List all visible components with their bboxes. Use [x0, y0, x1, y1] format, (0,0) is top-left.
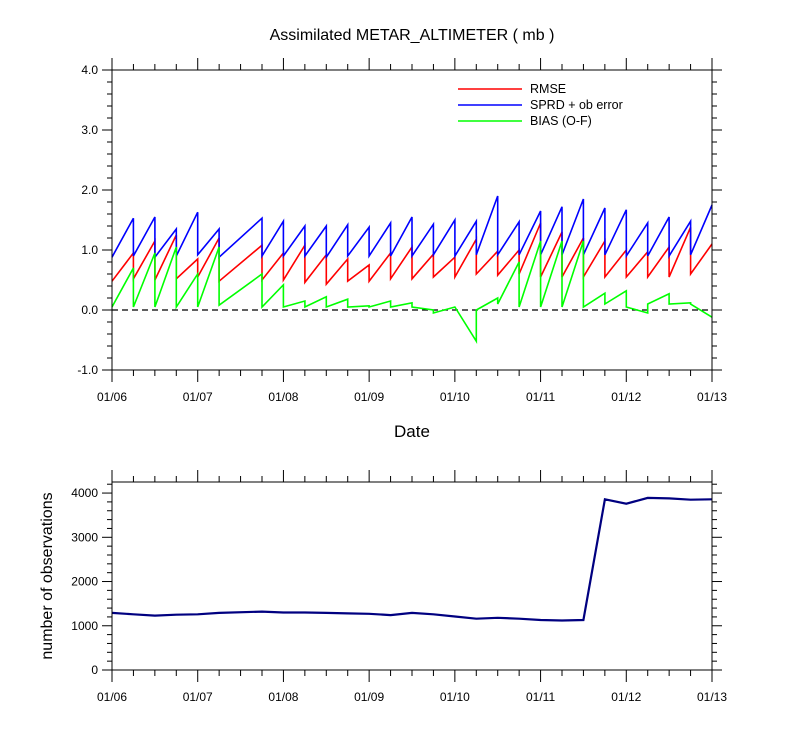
x-axis-label: Date [394, 422, 430, 441]
y-tick-label: 0 [91, 663, 98, 677]
y-tick-label: 4.0 [81, 63, 98, 77]
legend-label: SPRD + ob error [530, 98, 623, 112]
y-tick-label: 1000 [71, 619, 98, 633]
y-tick-label: 4000 [71, 486, 98, 500]
x-tick-label: 01/07 [183, 690, 213, 704]
x-tick-label: 01/12 [611, 690, 641, 704]
series-line-sprd-ob-error [111, 195, 713, 260]
series-line-bias-o-f [111, 240, 713, 344]
y-tick-label: 3000 [71, 530, 98, 544]
bottom-axes: 01/06 01/07 01/08 01/09 01/10 01/11 01/12 01/13… [71, 470, 727, 704]
x-tick-label: 01/07 [183, 390, 213, 404]
x-tick-label: 01/08 [268, 690, 298, 704]
y-axis-label-observations: number of observations [39, 492, 56, 659]
observations-line [111, 496, 713, 622]
x-tick-label: 01/09 [354, 690, 384, 704]
y-tick-label: -1.0 [77, 363, 98, 377]
bottom-series-group [111, 496, 713, 622]
top-axes: 01/06 01/07 01/08 01/09 01/10 01/11 01/12 01/13… [77, 58, 727, 404]
legend: RMSE SPRD + ob error BIAS (O-F) [458, 82, 623, 128]
legend-label: RMSE [530, 82, 566, 96]
x-tick-label: 01/11 [526, 690, 555, 704]
x-tick-label: 01/13 [697, 390, 727, 404]
y-tick-label: 0.0 [81, 303, 98, 317]
series-line-rmse [111, 222, 713, 287]
x-tick-label: 01/10 [440, 390, 470, 404]
x-tick-label: 01/11 [526, 390, 555, 404]
y-tick-label: 3.0 [81, 123, 98, 137]
y-tick-label: 2.0 [81, 183, 98, 197]
legend-label: BIAS (O-F) [530, 114, 592, 128]
top-series-group [111, 195, 713, 344]
x-tick-label: 01/06 [97, 690, 127, 704]
x-tick-label: 01/09 [354, 390, 384, 404]
x-tick-label: 01/13 [697, 690, 727, 704]
y-tick-label: 2000 [71, 575, 98, 589]
x-tick-label: 01/12 [611, 390, 641, 404]
bottom-plot-frame [111, 481, 713, 671]
x-tick-label: 01/08 [268, 390, 298, 404]
chart-title: Assimilated METAR_ALTIMETER ( mb ) [270, 27, 555, 44]
y-tick-label: 1.0 [81, 243, 98, 257]
x-tick-label: 01/06 [97, 390, 127, 404]
x-tick-label: 01/10 [440, 690, 470, 704]
top-plot-frame [111, 69, 713, 371]
